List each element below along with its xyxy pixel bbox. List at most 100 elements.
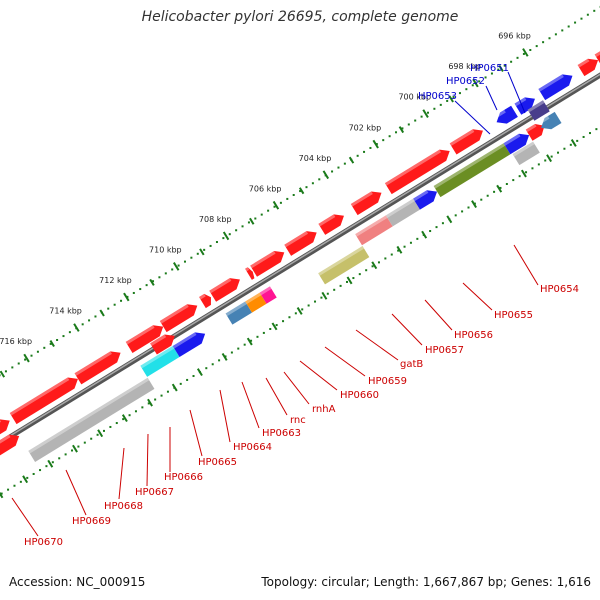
scale-dot: [384, 257, 387, 260]
scale-dot: [294, 312, 297, 315]
gene-label: HP0657: [425, 345, 464, 356]
scale-dot: [339, 284, 342, 287]
scale-dot: [39, 469, 42, 472]
scale-tick: [0, 491, 4, 499]
gene-arrow: [9, 377, 78, 425]
scale-dot: [139, 288, 142, 291]
scale-dot: [56, 338, 59, 341]
scale-tick: [322, 170, 330, 180]
gene-label: HP0652: [446, 76, 485, 87]
gene-label: HP0664: [233, 442, 272, 453]
scale-dot: [43, 346, 46, 349]
scale-tick: [371, 261, 378, 270]
scale-dot: [77, 445, 80, 448]
scale-dot: [26, 476, 29, 479]
scale-tick: [47, 459, 54, 468]
gene-features: [0, 51, 600, 462]
scale-tick: [23, 353, 30, 363]
scale-tick: [296, 307, 303, 315]
label-leader-line: [462, 282, 493, 311]
scale-label: 706 kbp: [249, 184, 282, 193]
label-leader-line: [485, 85, 498, 111]
scale-dot: [550, 155, 553, 158]
scale-dot: [279, 201, 282, 204]
scale-dot: [64, 453, 67, 456]
scale-dot: [241, 225, 244, 228]
scale-dot: [45, 465, 48, 468]
scale-dot: [17, 362, 20, 365]
scale-dot: [120, 299, 123, 302]
gene-arrow: [350, 191, 382, 216]
scale-dot: [260, 213, 263, 216]
accession-text: Accession: NC_000915: [9, 575, 146, 589]
scale-tick: [272, 200, 280, 210]
scale-dot: [311, 182, 314, 185]
scale-tick: [172, 262, 180, 271]
scale-dot: [282, 320, 285, 323]
topology-text: Topology: circular; Length: 1,667,867 bp…: [261, 575, 591, 589]
gene-arrow: [433, 143, 511, 198]
scale-dot: [215, 241, 218, 244]
label-leader-line: [355, 329, 399, 361]
scale-label: 704 kbp: [299, 154, 332, 163]
scale-dot: [525, 171, 528, 174]
scale-label: 710 kbp: [149, 246, 182, 255]
scale-dot: [179, 382, 182, 385]
gene-highlight: [74, 351, 112, 376]
gene-arrow: [496, 105, 518, 124]
gene-label: HP0666: [164, 472, 203, 483]
label-leader-line: [454, 100, 491, 135]
scale-tick: [522, 48, 529, 57]
scale-dot: [275, 324, 278, 327]
label-leader-line: [424, 299, 453, 331]
scale-dot: [395, 131, 398, 134]
scale-dot: [345, 280, 348, 283]
gene-arrow: [140, 345, 180, 377]
scale-dot: [4, 370, 7, 373]
scale-dot: [363, 150, 366, 153]
scale-label: 698 kbp: [448, 62, 481, 71]
scale-dot: [152, 280, 155, 283]
scale-dot: [486, 194, 489, 197]
scale-label: 700 kbp: [398, 93, 431, 102]
gene-highlight: [355, 215, 388, 237]
scale-tick: [271, 322, 278, 331]
gene-arrow: [0, 419, 10, 435]
scale-dot: [557, 151, 560, 154]
gene-highlight: [594, 51, 600, 58]
scale-tick: [171, 383, 178, 392]
scale-tick: [348, 156, 355, 164]
gene-label: HP0656: [454, 330, 493, 341]
scale-dot: [36, 350, 39, 353]
gene-label: HP0663: [262, 428, 301, 439]
gene-highlight: [172, 332, 197, 349]
scale-tick: [121, 414, 128, 423]
scale-dot: [490, 72, 493, 75]
gene-arrow: [384, 149, 450, 195]
scale-dot: [333, 288, 336, 291]
scale-dot: [531, 167, 534, 170]
scale-dot: [452, 96, 455, 99]
scale-dot: [292, 193, 295, 196]
scale-dot: [390, 253, 393, 256]
scale-dot: [128, 414, 131, 417]
scale-dot: [305, 186, 308, 189]
scale-dot: [228, 233, 231, 236]
scale-dot: [369, 146, 372, 149]
scale-dot: [388, 135, 391, 138]
gene-arrow: [125, 325, 164, 354]
scale-dot: [465, 88, 468, 91]
gene-arrow: [284, 231, 317, 256]
scale-ring: 696 kbp 698 kbp 700 kbp 702 kbp 704 kbp 706 k…: [0, 5, 600, 499]
gene-label: HP0655: [494, 310, 533, 321]
gene-highlight: [245, 292, 262, 305]
scale-dot: [183, 260, 186, 263]
gene-arrow: [28, 377, 155, 462]
gene-arrow: [449, 129, 483, 155]
gene-highlight: [538, 74, 564, 92]
scale-dot: [574, 21, 577, 24]
scale-dot: [109, 425, 112, 428]
scale-dot: [407, 123, 410, 126]
